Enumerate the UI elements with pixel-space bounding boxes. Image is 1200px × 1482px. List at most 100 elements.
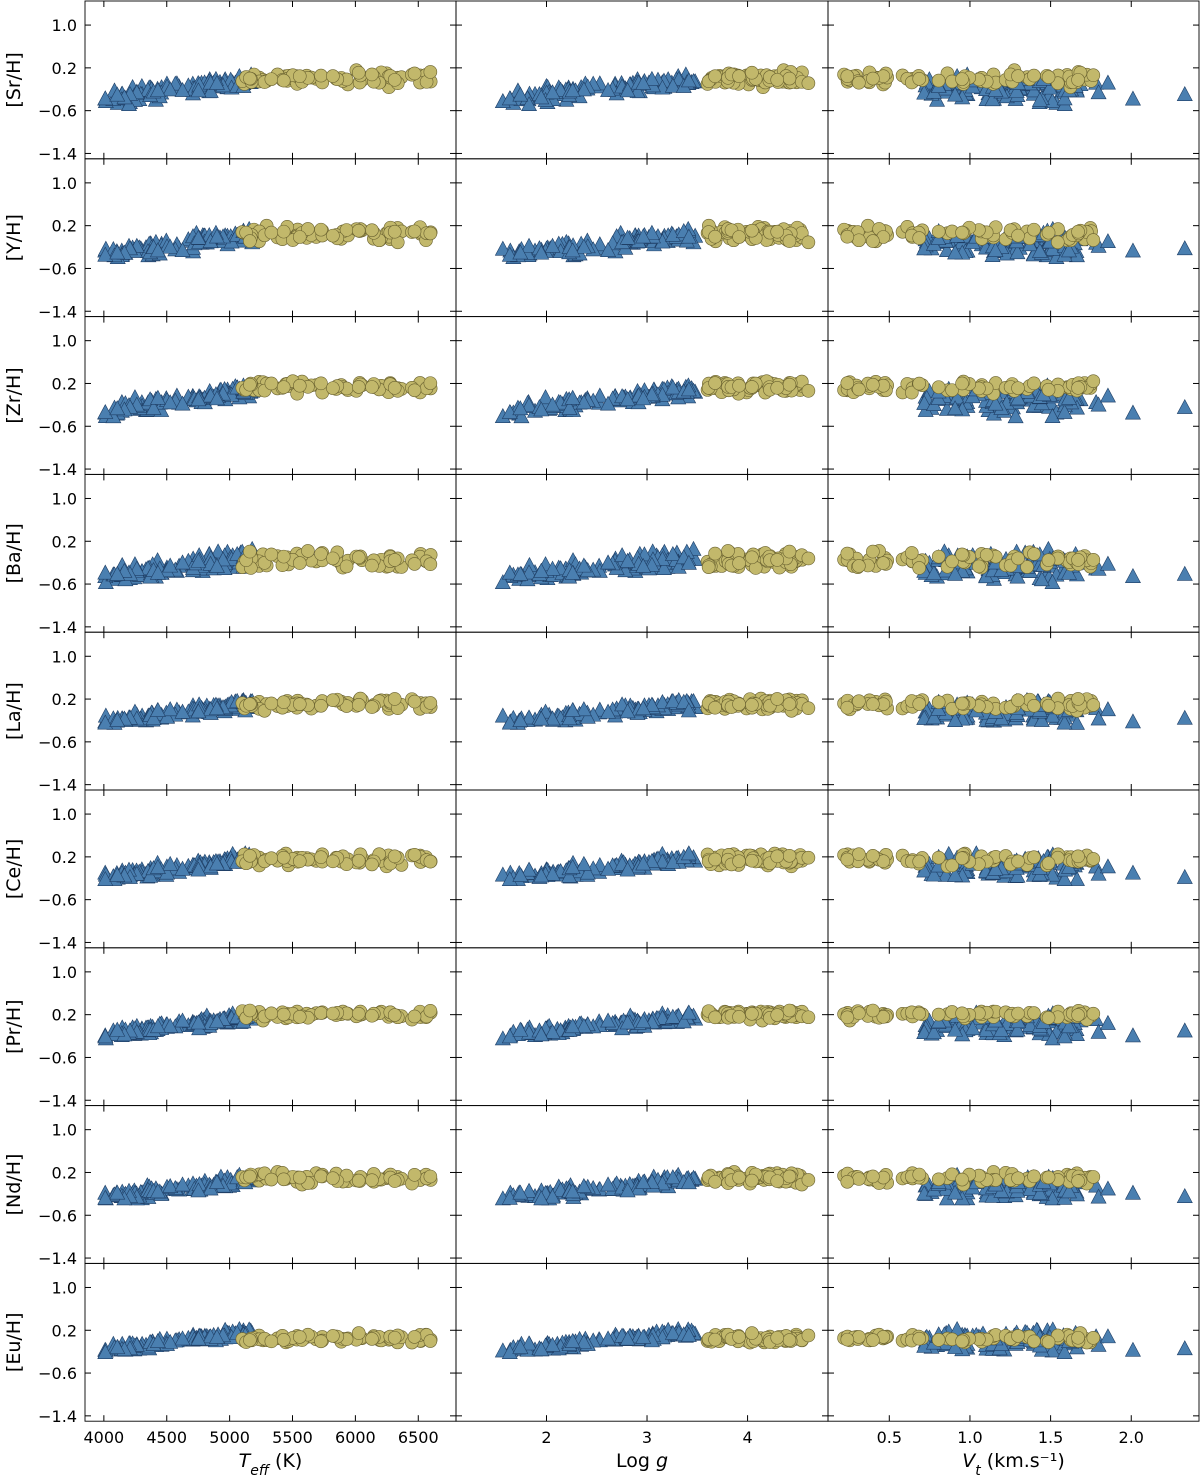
panel-yh-teff: 1.00.2−0.6−1.4: [38, 158, 457, 321]
dwarf-point: [407, 383, 422, 398]
panel-zrh-teff: 1.00.2−0.6−1.4: [38, 316, 457, 479]
y-axis-label: [La/H]: [3, 682, 25, 740]
dwarf-point: [292, 1170, 307, 1185]
dwarf-point: [745, 1006, 759, 1021]
dwarf-point: [365, 558, 379, 573]
dwarf-point: [423, 696, 438, 710]
dwarf-point: [1011, 228, 1025, 243]
dwarf-point: [351, 698, 366, 712]
dwarf-point: [1041, 1170, 1056, 1185]
y-tick-label: 1.0: [52, 174, 77, 193]
dwarf-point: [351, 1173, 366, 1188]
dwarf-point: [745, 1173, 759, 1188]
dwarf-point: [801, 384, 816, 398]
y-axis-label: [Y/H]: [3, 214, 25, 261]
dwarf-point: [972, 559, 986, 574]
giant-point: [1090, 84, 1107, 100]
giant-point: [1099, 233, 1116, 249]
dwarf-point: [326, 1171, 340, 1186]
y-tick-label: 1.0: [52, 647, 77, 666]
dwarf-point: [1071, 1008, 1085, 1022]
giant-point: [947, 86, 964, 102]
dwarf-point: [931, 1172, 946, 1187]
dwarf-point: [314, 376, 328, 391]
dwarf-point: [423, 226, 438, 241]
giant-point: [1099, 701, 1116, 717]
dwarf-point: [1086, 553, 1101, 567]
dwarf-point: [326, 854, 340, 869]
dwarf-point: [931, 695, 946, 710]
dwarf-point: [732, 697, 746, 711]
y-tick-label: 0.2: [52, 848, 77, 867]
dwarf-point: [292, 378, 307, 393]
dwarf-point: [955, 851, 969, 865]
panel-ceh-logg: [455, 789, 829, 949]
dwarf-point: [732, 69, 746, 83]
giant-point: [1099, 387, 1116, 403]
dwarf-point: [243, 848, 257, 863]
giant-point: [1124, 242, 1141, 258]
giant-point: [1124, 713, 1141, 729]
dwarf-point: [955, 376, 969, 391]
dwarf-point: [326, 381, 340, 395]
panel-lah-logg: [455, 631, 829, 791]
giant-point: [1009, 244, 1026, 260]
dwarf-point: [423, 557, 438, 571]
y-tick-label: −0.6: [38, 733, 77, 752]
giant-point: [1124, 568, 1141, 583]
panel-lah-vt: [827, 631, 1200, 791]
dwarf-point: [912, 231, 927, 245]
y-axis-label: [Ce/H]: [3, 839, 25, 899]
giant-point: [984, 91, 1001, 107]
y-tick-label: −0.6: [38, 1206, 77, 1225]
dwarf-point: [782, 697, 797, 711]
dwarf-point: [904, 546, 919, 560]
giant-point: [643, 224, 660, 240]
dwarf-point: [365, 1173, 379, 1187]
y-tick-label: 1.0: [52, 16, 77, 35]
dwarf-point: [745, 65, 759, 80]
dwarf-point: [912, 697, 927, 711]
dwarf-point: [866, 234, 880, 248]
panel-zrh-vt: [827, 316, 1200, 475]
dwarf-point: [1027, 1006, 1041, 1020]
dwarf-point: [852, 382, 866, 397]
dwarf-point: [292, 1010, 307, 1024]
dwarf-point: [708, 852, 722, 867]
dwarf-point: [840, 229, 855, 244]
dwarf-point: [387, 73, 402, 87]
dwarf-point: [955, 547, 969, 562]
dwarf-point: [801, 850, 816, 865]
x-tick-label: 4500: [146, 1428, 187, 1447]
dwarf-point: [407, 694, 422, 709]
y-tick-label: −1.4: [38, 776, 77, 795]
dwarf-point: [423, 1003, 438, 1018]
dwarf-point: [1086, 852, 1101, 866]
dwarf-point: [339, 559, 354, 574]
dwarf-point: [1011, 693, 1025, 708]
dwarf-point: [866, 1003, 880, 1018]
dwarf-point: [1011, 1006, 1025, 1021]
giant-point: [1176, 86, 1193, 101]
giant-point: [1176, 240, 1193, 256]
dwarf-point: [912, 72, 927, 86]
dwarf-point: [1011, 1171, 1025, 1186]
dwarf-point: [782, 848, 797, 863]
dwarf-point: [292, 556, 307, 570]
panel-srh-vt: [827, 0, 1200, 160]
dwarf-point: [840, 546, 855, 561]
dwarf-point: [326, 69, 340, 83]
y-tick-label: −1.4: [38, 933, 77, 952]
dwarf-point: [314, 1006, 328, 1020]
dwarf-point: [407, 66, 422, 81]
dwarf-point: [931, 380, 946, 394]
giant-point: [1060, 242, 1077, 258]
dwarf-point: [708, 229, 722, 244]
dwarf-point: [243, 1003, 257, 1018]
dwarf-point: [770, 553, 785, 567]
dwarf-point: [292, 69, 307, 83]
dwarf-point: [1011, 381, 1025, 395]
dwarf-point: [931, 549, 946, 564]
x-tick-label: 5500: [272, 1428, 313, 1447]
